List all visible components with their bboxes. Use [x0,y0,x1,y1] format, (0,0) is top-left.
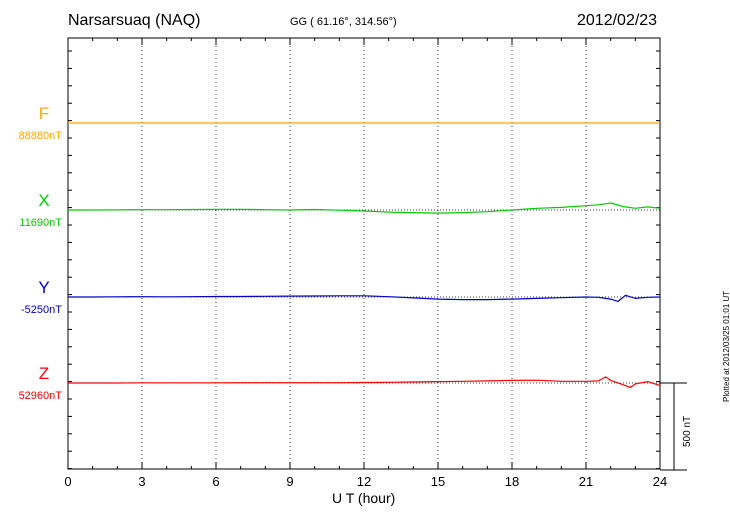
x-tick-label: 24 [653,474,667,489]
station-name: Narsarsuaq (NAQ) [68,12,201,29]
series-baseline-y: -5250nT [21,304,62,316]
x-tick-label: 6 [212,474,219,489]
series-name-y: Y [38,278,49,297]
x-axis-label: U T (hour) [332,490,396,506]
geographic-coordinates: GG ( 61.16°, 314.56°) [290,16,397,28]
series-lines [68,122,661,389]
series-line-z [68,376,661,389]
plotted-timestamp: Plotted at 2012/03/25 01:01 UT [722,290,730,402]
series-baseline-x: 11690nT [19,217,62,229]
x-tick-label: 21 [579,474,593,489]
scale-bar-label: 500 nT [682,415,693,447]
x-tick-label: 15 [431,474,445,489]
series-line-x [68,202,661,214]
chart-date: 2012/02/23 [577,12,658,29]
x-tick-label: 3 [138,474,145,489]
series-name-x: X [38,191,49,210]
axis-ticks: 0 3 6 9 12 15 18 21 24 [64,38,667,489]
grid-lines [141,38,587,469]
x-tick-label: 9 [286,474,293,489]
series-baseline-f: 88880nT [19,130,63,142]
series-name-z: Z [39,364,49,383]
x-tick-label: 18 [505,474,519,489]
x-tick-label: 12 [357,474,371,489]
scale-bar [660,382,687,471]
series-baseline-z: 52960nT [19,390,63,402]
x-tick-label: 0 [64,474,71,489]
series-labels: F 88880nT X 11690nT Y -5250nT Z 52960nT [19,104,63,402]
series-line-y [68,294,661,303]
series-name-f: F [39,104,49,123]
